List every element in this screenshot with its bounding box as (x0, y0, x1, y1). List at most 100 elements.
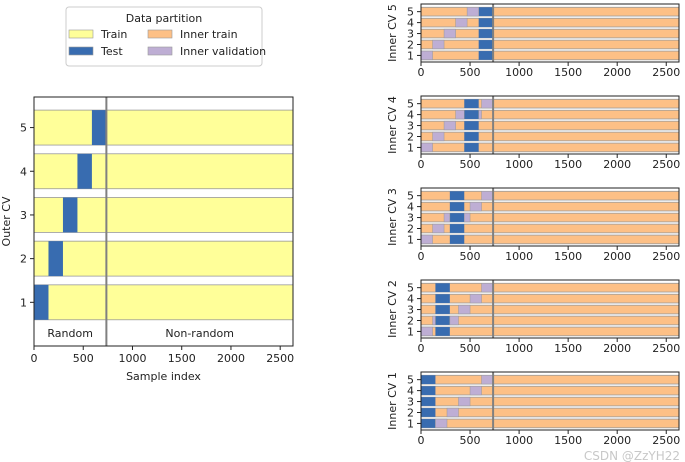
legend-swatch-train (68, 29, 94, 39)
bar-segment-test (478, 7, 494, 17)
row-2: 2 (407, 314, 680, 327)
annotation-random: Random (47, 327, 93, 340)
y-tick-label: 5 (407, 282, 414, 295)
bar-segment-test (91, 110, 107, 146)
row-1: 1 (407, 233, 680, 246)
y-tick-label: 5 (407, 374, 414, 387)
x-tick-label: 500 (460, 158, 481, 171)
bar-segment-test (421, 408, 436, 417)
bar-segment-test (48, 241, 63, 277)
x-tick-label: 1500 (554, 158, 582, 171)
y-tick-label: 4 (407, 201, 414, 214)
x-tick-label: 1000 (505, 342, 533, 355)
bar-segment-inner-validation (478, 109, 482, 120)
bar-segment-inner-train (420, 418, 680, 429)
x-tick-label: 2500 (652, 342, 680, 355)
x-tick-label: 500 (73, 352, 94, 365)
bar-segment-test (34, 284, 49, 320)
x-tick-label: 2500 (652, 158, 680, 171)
x-tick-label: 1500 (554, 66, 582, 79)
row-5: 5 (407, 282, 680, 295)
row-2: 2 (407, 130, 680, 143)
row-1: 1 (407, 417, 680, 430)
row-3: 3 (20, 197, 294, 233)
row-1: 1 (407, 325, 680, 338)
x-tick-label: 2500 (266, 352, 294, 365)
bar-segment-test (449, 213, 465, 222)
legend-swatch-inner-train (147, 29, 173, 39)
bar-segment-inner-train (420, 293, 680, 304)
legend-label-train: Train (100, 28, 127, 41)
x-tick-label: 2500 (652, 434, 680, 447)
bar-segment-test (464, 143, 479, 152)
row-5: 5 (407, 6, 680, 19)
bar-segment-inner-validation (464, 212, 471, 223)
watermark: CSDN @ZzYH22 (584, 449, 680, 462)
bar-segment-train (33, 153, 294, 190)
row-5: 5 (407, 98, 680, 111)
y-axis-label: Inner CV 5 (386, 4, 399, 62)
y-tick-label: 4 (407, 293, 414, 306)
axes-frame (420, 3, 680, 63)
y-tick-label: 2 (20, 253, 27, 266)
y-tick-label: 5 (20, 122, 27, 135)
y-tick-label: 2 (407, 130, 414, 143)
bar-segment-inner-validation (469, 293, 482, 304)
axes-frame (420, 371, 680, 431)
bar-segment-test (464, 99, 479, 109)
bar-segment-inner-train (420, 120, 680, 131)
y-tick-label: 1 (407, 233, 414, 246)
bar-segment-inner-train (420, 50, 680, 61)
x-tick-label: 1500 (554, 434, 582, 447)
bar-segment-test (421, 397, 436, 406)
x-tick-label: 2000 (603, 434, 631, 447)
bar-segment-train (33, 240, 294, 277)
bar-segment-inner-train (420, 39, 680, 50)
bar-segment-inner-validation (432, 315, 436, 326)
row-2: 2 (407, 406, 680, 419)
row-3: 3 (407, 212, 680, 225)
y-axis-label: Outer CV (0, 196, 13, 246)
bar-segment-inner-validation (469, 201, 482, 212)
x-tick-label: 0 (31, 352, 38, 365)
x-tick-label: 500 (460, 434, 481, 447)
legend-swatch-inner-validation (147, 46, 173, 56)
bar-segment-inner-train (420, 407, 680, 418)
bar-segment-inner-validation (420, 142, 433, 153)
x-tick-label: 0 (418, 434, 425, 447)
y-tick-label: 2 (407, 314, 414, 327)
bar-segment-test (435, 327, 450, 336)
x-tick-label: 2500 (652, 250, 680, 263)
y-tick-label: 3 (407, 396, 414, 409)
bar-segment-inner-validation (435, 418, 448, 429)
bar-segment-inner-validation (432, 223, 445, 234)
bar-segment-test (421, 375, 436, 385)
y-tick-label: 1 (407, 417, 414, 430)
row-3: 3 (407, 120, 680, 133)
row-3: 3 (407, 396, 680, 409)
legend-label-inner-train: Inner train (180, 28, 238, 41)
y-tick-label: 5 (407, 98, 414, 111)
bar-segment-inner-validation (443, 28, 456, 39)
bar-segment-test (77, 153, 92, 189)
row-2: 2 (407, 38, 680, 51)
legend-label-inner-validation: Inner validation (180, 45, 266, 58)
bar-segment-inner-validation (466, 7, 479, 17)
bar-segment-test (464, 132, 479, 141)
row-4: 4 (407, 201, 680, 214)
y-axis-label: Inner CV 2 (386, 280, 399, 338)
bar-segment-test (435, 294, 450, 303)
bar-segment-test (435, 316, 450, 325)
axes-frame (420, 279, 680, 339)
row-1: 1 (20, 284, 294, 321)
x-tick-label: 2000 (603, 250, 631, 263)
bar-segment-inner-validation (469, 385, 482, 396)
bar-segment-inner-train (420, 374, 680, 385)
y-axis-label: Inner CV 1 (386, 372, 399, 430)
x-tick-label: 1000 (505, 434, 533, 447)
x-tick-label: 2500 (652, 66, 680, 79)
y-tick-label: 3 (407, 304, 414, 317)
x-tick-label: 500 (460, 250, 481, 263)
